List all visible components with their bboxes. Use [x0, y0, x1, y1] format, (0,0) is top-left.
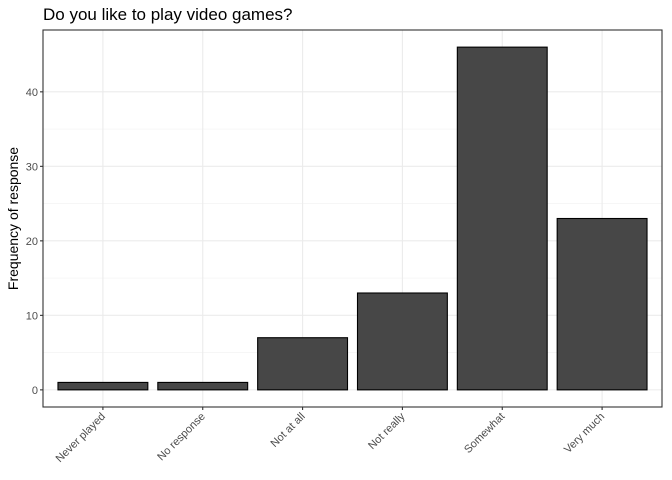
x-tick-label: Very much: [562, 411, 607, 456]
y-tick-label: 30: [26, 161, 38, 173]
plot-panel-border: [42, 29, 663, 408]
y-tick-label: 0: [32, 385, 38, 397]
y-tick-label: 40: [26, 87, 38, 99]
bar-no-response: [157, 381, 249, 391]
x-tick-label: Somewhat: [462, 411, 507, 456]
x-tick-label: Not really: [366, 410, 408, 452]
x-tick-label: Never played: [54, 411, 108, 465]
y-tick-label: 20: [26, 236, 38, 248]
bar-not-at-all: [257, 337, 349, 391]
x-tick-label: Not at all: [269, 411, 308, 450]
bar-very-much: [556, 217, 648, 391]
y-tick-label: 10: [26, 310, 38, 322]
y-axis-title: Frequency of response: [5, 147, 21, 290]
x-tick-label: No response: [155, 411, 208, 464]
bar-somewhat: [456, 46, 548, 391]
bar-never-played: [57, 381, 149, 391]
chart-title: Do you like to play video games?: [43, 5, 293, 24]
bar-not-really: [356, 292, 448, 391]
